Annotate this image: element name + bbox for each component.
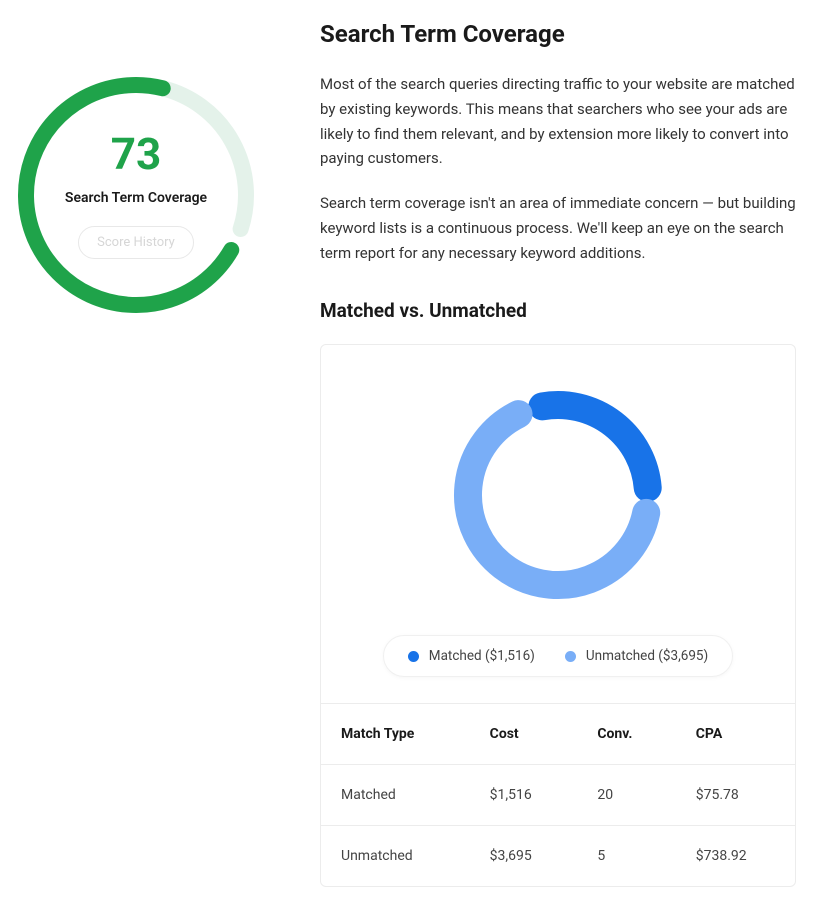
table-row: Matched$1,51620$75.78 xyxy=(321,765,795,826)
table-cell: Unmatched xyxy=(321,826,470,887)
table-row: Unmatched$3,6955$738.92 xyxy=(321,826,795,887)
donut-legend: Matched ($1,516) Unmatched ($3,695) xyxy=(383,635,733,677)
legend-dot-icon xyxy=(565,651,576,662)
table-cell: $3,695 xyxy=(470,826,578,887)
table-cell: $738.92 xyxy=(676,826,795,887)
table-header: Cost xyxy=(470,704,578,765)
gauge-score-value: 73 xyxy=(111,132,162,176)
score-gauge: 73 Search Term Coverage Score History xyxy=(11,70,261,320)
intro-paragraph-2: Search term coverage isn't an area of im… xyxy=(320,191,796,265)
table-cell: 20 xyxy=(577,765,675,826)
table-cell: $75.78 xyxy=(676,765,795,826)
page-title: Search Term Coverage xyxy=(320,20,796,48)
matched-card: Matched ($1,516) Unmatched ($3,695) Match… xyxy=(320,344,796,887)
legend-dot-icon xyxy=(408,651,419,662)
table-cell: Matched xyxy=(321,765,470,826)
matched-table: Match TypeCostConv.CPA Matched$1,51620$7… xyxy=(321,703,795,886)
legend-label: Matched ($1,516) xyxy=(429,648,535,664)
matched-donut-chart xyxy=(448,385,668,605)
intro-paragraph-1: Most of the search queries directing tra… xyxy=(320,72,796,171)
table-header: CPA xyxy=(676,704,795,765)
legend-label: Unmatched ($3,695) xyxy=(586,648,708,664)
legend-item-unmatched: Unmatched ($3,695) xyxy=(565,648,708,664)
table-cell: 5 xyxy=(577,826,675,887)
table-header: Conv. xyxy=(577,704,675,765)
matched-subsection-title: Matched vs. Unmatched xyxy=(320,299,796,322)
score-history-button[interactable]: Score History xyxy=(78,226,194,259)
table-cell: $1,516 xyxy=(470,765,578,826)
gauge-label: Search Term Coverage xyxy=(65,190,207,206)
legend-item-matched: Matched ($1,516) xyxy=(408,648,535,664)
table-header: Match Type xyxy=(321,704,470,765)
